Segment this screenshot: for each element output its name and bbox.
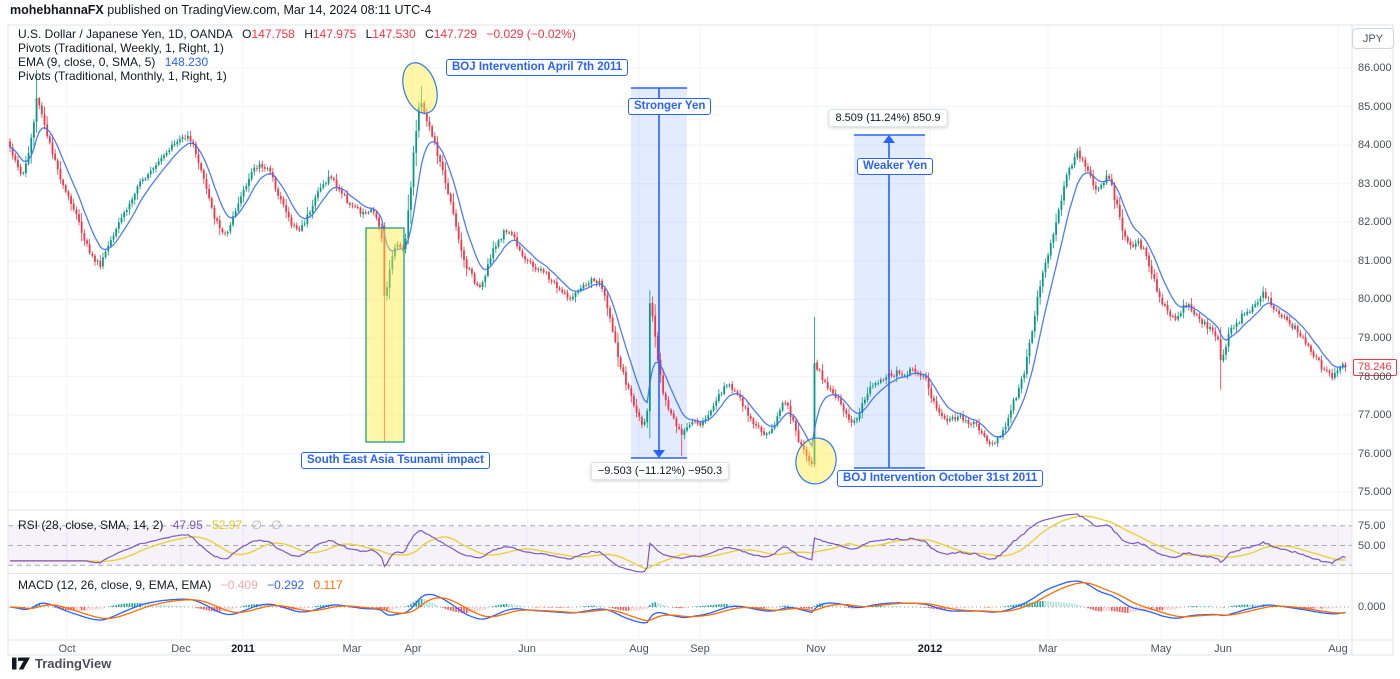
price-axis-label: 81.000 bbox=[1358, 254, 1392, 267]
price-axis-label: 75.000 bbox=[1358, 486, 1392, 499]
rsi-sma-value: 52.97 bbox=[212, 518, 243, 532]
macd-label: MACD (12, 26, close, 9, EMA, EMA) bbox=[18, 578, 212, 592]
pivots-weekly-legend[interactable]: Pivots (Traditional, Weekly, 1, Right, 1… bbox=[18, 41, 224, 55]
price-axis-label: 85.000 bbox=[1358, 100, 1392, 113]
rsi-axis-label: 50.00 bbox=[1358, 539, 1386, 552]
time-axis-label: Apr bbox=[404, 643, 422, 655]
april-intervention-ellipse bbox=[402, 62, 438, 114]
pivots-weekly-label: Pivots (Traditional, Weekly, 1, Right, 1… bbox=[18, 41, 224, 55]
last-price-badge: 78.246 bbox=[1353, 359, 1397, 377]
ema-value: 148.230 bbox=[164, 55, 209, 69]
ema-label: EMA (9, close, 0, SMA, 5) bbox=[18, 55, 156, 69]
time-axis-label: Mar bbox=[342, 643, 362, 655]
price-axis-label: 78.000 bbox=[1358, 370, 1392, 383]
price-axis-label: 86.000 bbox=[1358, 62, 1392, 74]
macd-axis-label: 0.000 bbox=[1358, 601, 1386, 613]
price-axis-label: 77.000 bbox=[1358, 409, 1392, 422]
annotation-boj-oct[interactable]: BOJ Intervention October 31st 2011 bbox=[837, 470, 1044, 487]
macd-signal-line bbox=[9, 582, 1346, 622]
ohlc-open-value: 147.758 bbox=[251, 27, 295, 41]
price-axis-label: 80.000 bbox=[1358, 293, 1392, 306]
ohlc-close-value: 147.729 bbox=[433, 27, 478, 41]
symbol-legend-row[interactable]: U.S. Dollar / Japanese Yen, 1D, OANDA O1… bbox=[18, 27, 576, 41]
price-axis-label: 83.000 bbox=[1358, 177, 1392, 190]
annotation-weaker-yen[interactable]: Weaker Yen bbox=[857, 158, 934, 175]
annotation-tsunami[interactable]: South East Asia Tsunami impact bbox=[301, 452, 491, 469]
time-axis-label: Jun bbox=[1214, 643, 1232, 655]
price-axis-label: 79.000 bbox=[1358, 331, 1392, 344]
published-username: mohebhannaFX bbox=[10, 3, 104, 17]
price-axis-label: 82.000 bbox=[1358, 216, 1392, 229]
rsi-legend[interactable]: RSI (28, close, SMA, 14, 2) 47.95 52.97 … bbox=[18, 518, 282, 532]
time-axis-label: Sep bbox=[690, 643, 710, 655]
currency-unit-button[interactable]: JPY bbox=[1352, 28, 1394, 49]
ohlc-close-label: C bbox=[425, 27, 434, 41]
rsi-value: 47.95 bbox=[172, 518, 203, 532]
ohlc-low-label: L bbox=[365, 27, 373, 41]
tsunami-highlight-rect bbox=[365, 227, 405, 443]
pivots-monthly-legend[interactable]: Pivots (Traditional, Monthly, 1, Right, … bbox=[18, 69, 227, 83]
macd-line bbox=[9, 580, 1346, 624]
ohlc-high-label: H bbox=[304, 27, 313, 41]
macd-hist-value: −0.409 bbox=[220, 578, 258, 592]
price-axis-label: 84.000 bbox=[1358, 139, 1392, 152]
ema-line bbox=[9, 126, 1346, 448]
october-intervention-ellipse bbox=[795, 437, 837, 485]
ohlc-low-value: 147.530 bbox=[372, 27, 416, 41]
published-text: published on TradingView.com, Mar 14, 20… bbox=[103, 3, 432, 17]
ohlc-high-value: 147.975 bbox=[312, 27, 357, 41]
tradingview-logo[interactable]: TradingView bbox=[12, 656, 111, 671]
rsi-label: RSI (28, close, SMA, 14, 2) bbox=[18, 518, 164, 532]
ema-legend[interactable]: EMA (9, close, 0, SMA, 5) 148.230 bbox=[18, 55, 208, 69]
pivots-monthly-label: Pivots (Traditional, Monthly, 1, Right, … bbox=[18, 69, 227, 83]
measure-up-label[interactable]: 8.509 (11.24%) 850.9 bbox=[828, 109, 948, 127]
rsi-line bbox=[10, 513, 1346, 573]
tradingview-logo-icon bbox=[12, 657, 30, 670]
rsi-axis-label: 75.00 bbox=[1358, 519, 1386, 532]
time-axis-label: Nov bbox=[806, 643, 826, 655]
macd-signal-value: 0.117 bbox=[313, 578, 343, 592]
published-bar: mohebhannaFX published on TradingView.co… bbox=[10, 3, 431, 17]
time-axis-label: 2011 bbox=[231, 643, 255, 655]
time-axis-label: Aug bbox=[629, 643, 649, 655]
price-axis-label: 76.000 bbox=[1358, 447, 1392, 460]
time-axis-label: Mar bbox=[1038, 643, 1058, 655]
tradingview-logo-text: TradingView bbox=[35, 656, 112, 671]
annotation-boj-april[interactable]: BOJ Intervention April 7th 2011 bbox=[446, 59, 629, 76]
time-axis-label: May bbox=[1150, 643, 1172, 655]
rsi-empty-value-1: ∅ bbox=[251, 518, 262, 532]
ohlc-open-label: O bbox=[242, 27, 252, 41]
time-axis-label: Oct bbox=[58, 643, 76, 655]
symbol-title: U.S. Dollar / Japanese Yen, 1D, OANDA bbox=[18, 27, 233, 41]
time-axis-label: Jun bbox=[518, 643, 536, 655]
annotation-stronger-yen[interactable]: Stronger Yen bbox=[628, 98, 712, 115]
ohlc-change-value: −0.029 (−0.02%) bbox=[486, 27, 576, 41]
macd-line-value: −0.292 bbox=[267, 578, 305, 592]
measure-down-label[interactable]: −9.503 (−11.12%) −950.3 bbox=[590, 462, 730, 480]
macd-legend[interactable]: MACD (12, 26, close, 9, EMA, EMA) −0.409… bbox=[18, 578, 343, 592]
time-axis-label: 2012 bbox=[917, 643, 943, 655]
time-axis-label: Aug bbox=[1328, 643, 1348, 655]
time-axis-label: Dec bbox=[171, 643, 191, 655]
rsi-empty-value-2: ∅ bbox=[271, 518, 282, 532]
